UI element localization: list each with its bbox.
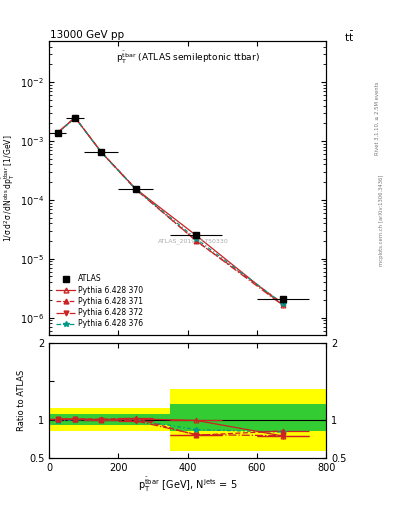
Legend: ATLAS, Pythia 6.428 370, Pythia 6.428 371, Pythia 6.428 372, Pythia 6.428 376: ATLAS, Pythia 6.428 370, Pythia 6.428 37…	[53, 271, 146, 332]
Y-axis label: Ratio to ATLAS: Ratio to ATLAS	[17, 370, 26, 431]
Bar	[49, 414, 170, 425]
Y-axis label: $1/\sigma\,d^2\sigma\,/\,dN^{obs}\,dp_T^{\bar{t}bar}$ [1/GeV]: $1/\sigma\,d^2\sigma\,/\,dN^{obs}\,dp_T^…	[1, 135, 17, 242]
Text: $p_T^{\bar{t}bar}$ (ATLAS semileptonic ttbar): $p_T^{\bar{t}bar}$ (ATLAS semileptonic t…	[116, 50, 259, 66]
Bar	[170, 404, 326, 431]
Text: Rivet 3.1.10, ≥ 2.5M events: Rivet 3.1.10, ≥ 2.5M events	[375, 81, 380, 155]
Text: 13000 GeV pp: 13000 GeV pp	[50, 30, 124, 40]
Text: ATLAS_2019_I1750330: ATLAS_2019_I1750330	[158, 238, 229, 244]
Text: $t\bar{t}$: $t\bar{t}$	[343, 30, 354, 44]
Bar	[49, 409, 170, 431]
Text: mcplots.cern.ch [arXiv:1306.3436]: mcplots.cern.ch [arXiv:1306.3436]	[380, 175, 384, 266]
X-axis label: $p_T^{\bar{t}bar}$ [GeV], $N^{jets}$ = 5: $p_T^{\bar{t}bar}$ [GeV], $N^{jets}$ = 5	[138, 476, 237, 494]
Bar	[170, 389, 326, 451]
